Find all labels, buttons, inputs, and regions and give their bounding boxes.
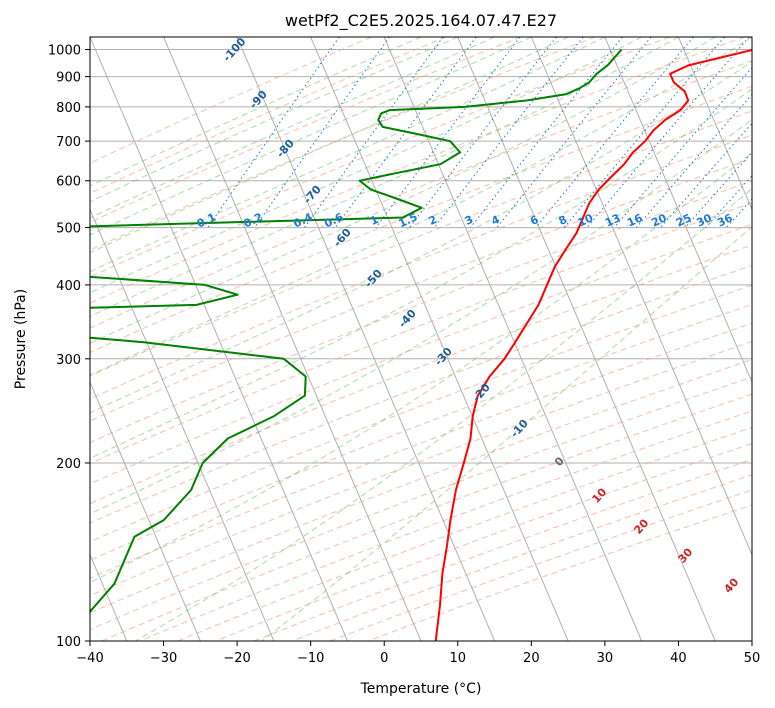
moist-adiabat xyxy=(90,37,716,344)
moist-adiabat xyxy=(261,225,752,641)
temperature-profile-line xyxy=(434,48,752,641)
mixing-ratio-line xyxy=(496,37,652,228)
mixing-ratio-label: 10 xyxy=(576,211,596,229)
dry-adiabat xyxy=(90,264,752,524)
plot-frame xyxy=(89,36,753,642)
mixing-ratio-line xyxy=(613,66,752,228)
x-axis-label: Temperature (°C) xyxy=(360,681,482,697)
dry-adiabat xyxy=(90,202,752,465)
mixing-ratio-line xyxy=(207,37,340,228)
x-tick-label: 40 xyxy=(670,651,687,666)
y-tick-label: 500 xyxy=(56,222,81,237)
moist-adiabat xyxy=(90,37,752,376)
dry-adiabat xyxy=(90,180,752,444)
y-tick-label: 400 xyxy=(56,279,81,294)
mixing-ratio-label: 16 xyxy=(625,211,645,229)
dry-adiabat xyxy=(90,244,752,505)
y-tick-label: 1000 xyxy=(48,44,81,59)
x-tick-label: 10 xyxy=(450,651,467,666)
moist-adiabat xyxy=(90,37,422,187)
dry-adiabat xyxy=(90,37,447,194)
chart-title: wetPf2_C2E5.2025.164.07.47.E27 xyxy=(285,11,557,31)
mixing-ratio-line xyxy=(684,151,752,228)
moist-adiabat xyxy=(90,118,752,515)
x-tick-label: −40 xyxy=(76,651,103,666)
moist-adiabat xyxy=(135,188,752,641)
dry-adiabat xyxy=(90,37,521,223)
isotherm-gridline xyxy=(236,37,496,641)
mixing-ratio-label: 30 xyxy=(695,211,715,229)
moist-adiabat xyxy=(90,152,752,584)
x-tick-label: −30 xyxy=(150,651,177,666)
isotherm-gridline xyxy=(90,380,201,641)
isotherm-gridline xyxy=(163,37,422,641)
isotherm-gridline xyxy=(530,37,752,556)
y-tick-label: 700 xyxy=(56,135,81,150)
mixing-ratio-line xyxy=(433,37,584,228)
dewpoint-profile-line xyxy=(90,48,623,614)
dry-adiabat xyxy=(90,322,752,579)
series-layer xyxy=(90,48,752,641)
x-tick-label: 0 xyxy=(380,651,388,666)
dry-adiabat xyxy=(90,134,752,400)
isotherm-gridline xyxy=(677,37,752,211)
x-tick-label: 50 xyxy=(744,651,761,666)
dry-adiabat xyxy=(90,37,745,304)
y-axis-label: Pressure (hPa) xyxy=(13,289,29,389)
mixing-ratio-layer xyxy=(207,37,752,228)
mixing-ratio-label: 36 xyxy=(715,211,735,229)
x-tick-label: 20 xyxy=(523,651,540,666)
y-tick-label: 800 xyxy=(56,101,81,116)
mixing-ratio-label: 25 xyxy=(674,211,693,229)
x-axis: −40 −30 −20 −10 0 10 20 30 40 50 xyxy=(76,641,760,666)
moist-adiabat xyxy=(90,37,532,236)
isotherm-gridline xyxy=(90,37,348,641)
dry-adiabat xyxy=(90,37,596,251)
x-tick-label: 30 xyxy=(597,651,614,666)
dry-adiabat xyxy=(90,358,752,614)
adiabat-layer xyxy=(90,37,752,641)
mixing-ratio-line xyxy=(375,37,521,228)
moist-adiabat xyxy=(90,88,752,459)
isotherm-gridline xyxy=(383,37,643,641)
plot-area xyxy=(90,37,752,641)
mixing-ratio-line xyxy=(470,37,623,228)
mixing-ratio-label: 20 xyxy=(649,211,669,229)
y-tick-label: 300 xyxy=(56,353,81,368)
moist-adiabat xyxy=(90,37,458,203)
mixing-ratio-line xyxy=(254,37,390,228)
mixing-ratio-label: 13 xyxy=(603,211,622,229)
moist-adiabat xyxy=(90,61,752,414)
x-tick-label: −10 xyxy=(297,651,324,666)
mixing-ratio-line xyxy=(636,93,752,228)
dry-adiabat xyxy=(90,85,752,354)
moist-adiabat xyxy=(90,37,642,294)
dry-adiabat xyxy=(90,110,752,377)
x-tick-label: −20 xyxy=(223,651,250,666)
y-tick-label: 900 xyxy=(56,71,81,86)
y-tick-label: 200 xyxy=(56,457,81,472)
y-axis: 100 200 300 400 500 600 700 800 900 1000 xyxy=(48,44,90,650)
isotherm-gridline xyxy=(457,37,716,641)
dry-adiabat xyxy=(90,157,752,422)
y-tick-label: 100 xyxy=(56,635,81,650)
dry-adiabat xyxy=(90,60,752,329)
dry-adiabat xyxy=(90,37,372,164)
y-tick-label: 600 xyxy=(56,175,81,190)
isotherm-gridline xyxy=(90,208,275,641)
mixing-ratio-line xyxy=(586,37,750,228)
